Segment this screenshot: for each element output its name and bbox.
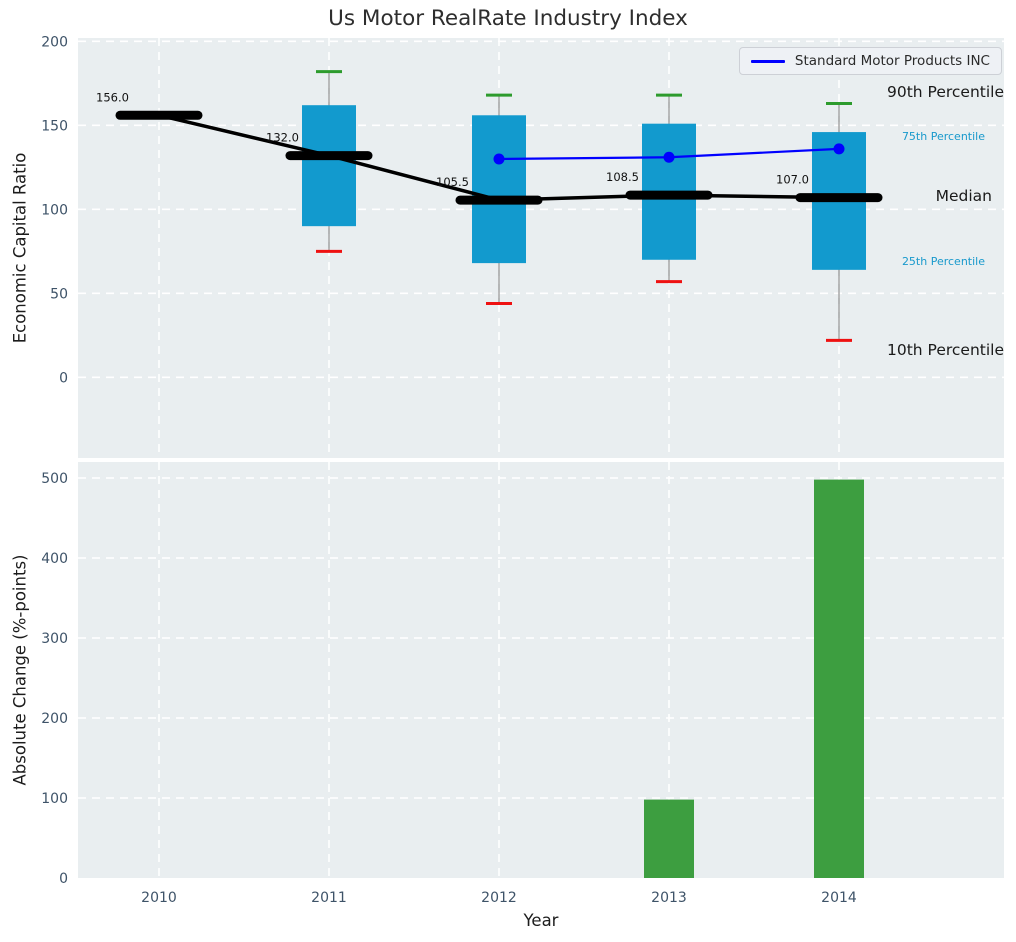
company-point-2013 <box>663 151 675 163</box>
y-tick-label: 300 <box>41 631 68 647</box>
y-tick-label: 200 <box>41 34 68 50</box>
y-tick-label: 100 <box>41 791 68 807</box>
median-value-label: 108.5 <box>606 170 639 184</box>
chart-title: Us Motor RealRate Industry Index <box>328 6 688 31</box>
iqr-box-2011 <box>302 105 356 227</box>
y-tick-label: 50 <box>50 286 68 302</box>
y-tick-label: 400 <box>41 551 68 567</box>
x-tick-label: 2011 <box>311 890 347 906</box>
annotation-25th-percentile: 25th Percentile <box>902 255 985 268</box>
top-y-axis-label: Economic Capital Ratio <box>10 152 30 344</box>
y-tick-label: 0 <box>59 370 68 386</box>
x-tick-label: 2012 <box>481 890 517 906</box>
x-tick-label: 2013 <box>651 890 687 906</box>
bottom-y-axis-label: Absolute Change (%-points) <box>10 554 30 786</box>
bar-2014 <box>814 479 864 878</box>
y-tick-label: 0 <box>59 871 68 887</box>
legend-label: Standard Motor Products INC <box>794 53 990 69</box>
x-tick-label: 2010 <box>141 890 177 906</box>
bar-2013 <box>644 799 694 878</box>
x-axis-label: Year <box>523 911 559 930</box>
annotation-10th-percentile: 10th Percentile <box>887 341 1004 359</box>
legend: Standard Motor Products INC <box>738 47 1002 75</box>
x-tick-label: 2014 <box>821 890 857 906</box>
median-value-label: 132.0 <box>266 131 299 145</box>
annotation-90th-percentile: 90th Percentile <box>887 83 1004 101</box>
company-point-2014 <box>833 143 845 155</box>
iqr-box-2012 <box>472 115 526 264</box>
median-value-label: 156.0 <box>96 90 129 104</box>
median-value-label: 105.5 <box>436 175 469 189</box>
annotation-median: Median <box>936 187 992 205</box>
y-tick-label: 150 <box>41 118 68 134</box>
plot-area-bottom <box>78 462 1004 878</box>
y-tick-label: 200 <box>41 711 68 727</box>
legend-line-icon <box>750 59 785 63</box>
y-tick-label: 100 <box>41 202 68 218</box>
annotation-75th-percentile: 75th Percentile <box>902 130 985 143</box>
y-tick-label: 500 <box>41 471 68 487</box>
median-value-label: 107.0 <box>776 173 809 187</box>
company-point-2012 <box>493 153 505 165</box>
